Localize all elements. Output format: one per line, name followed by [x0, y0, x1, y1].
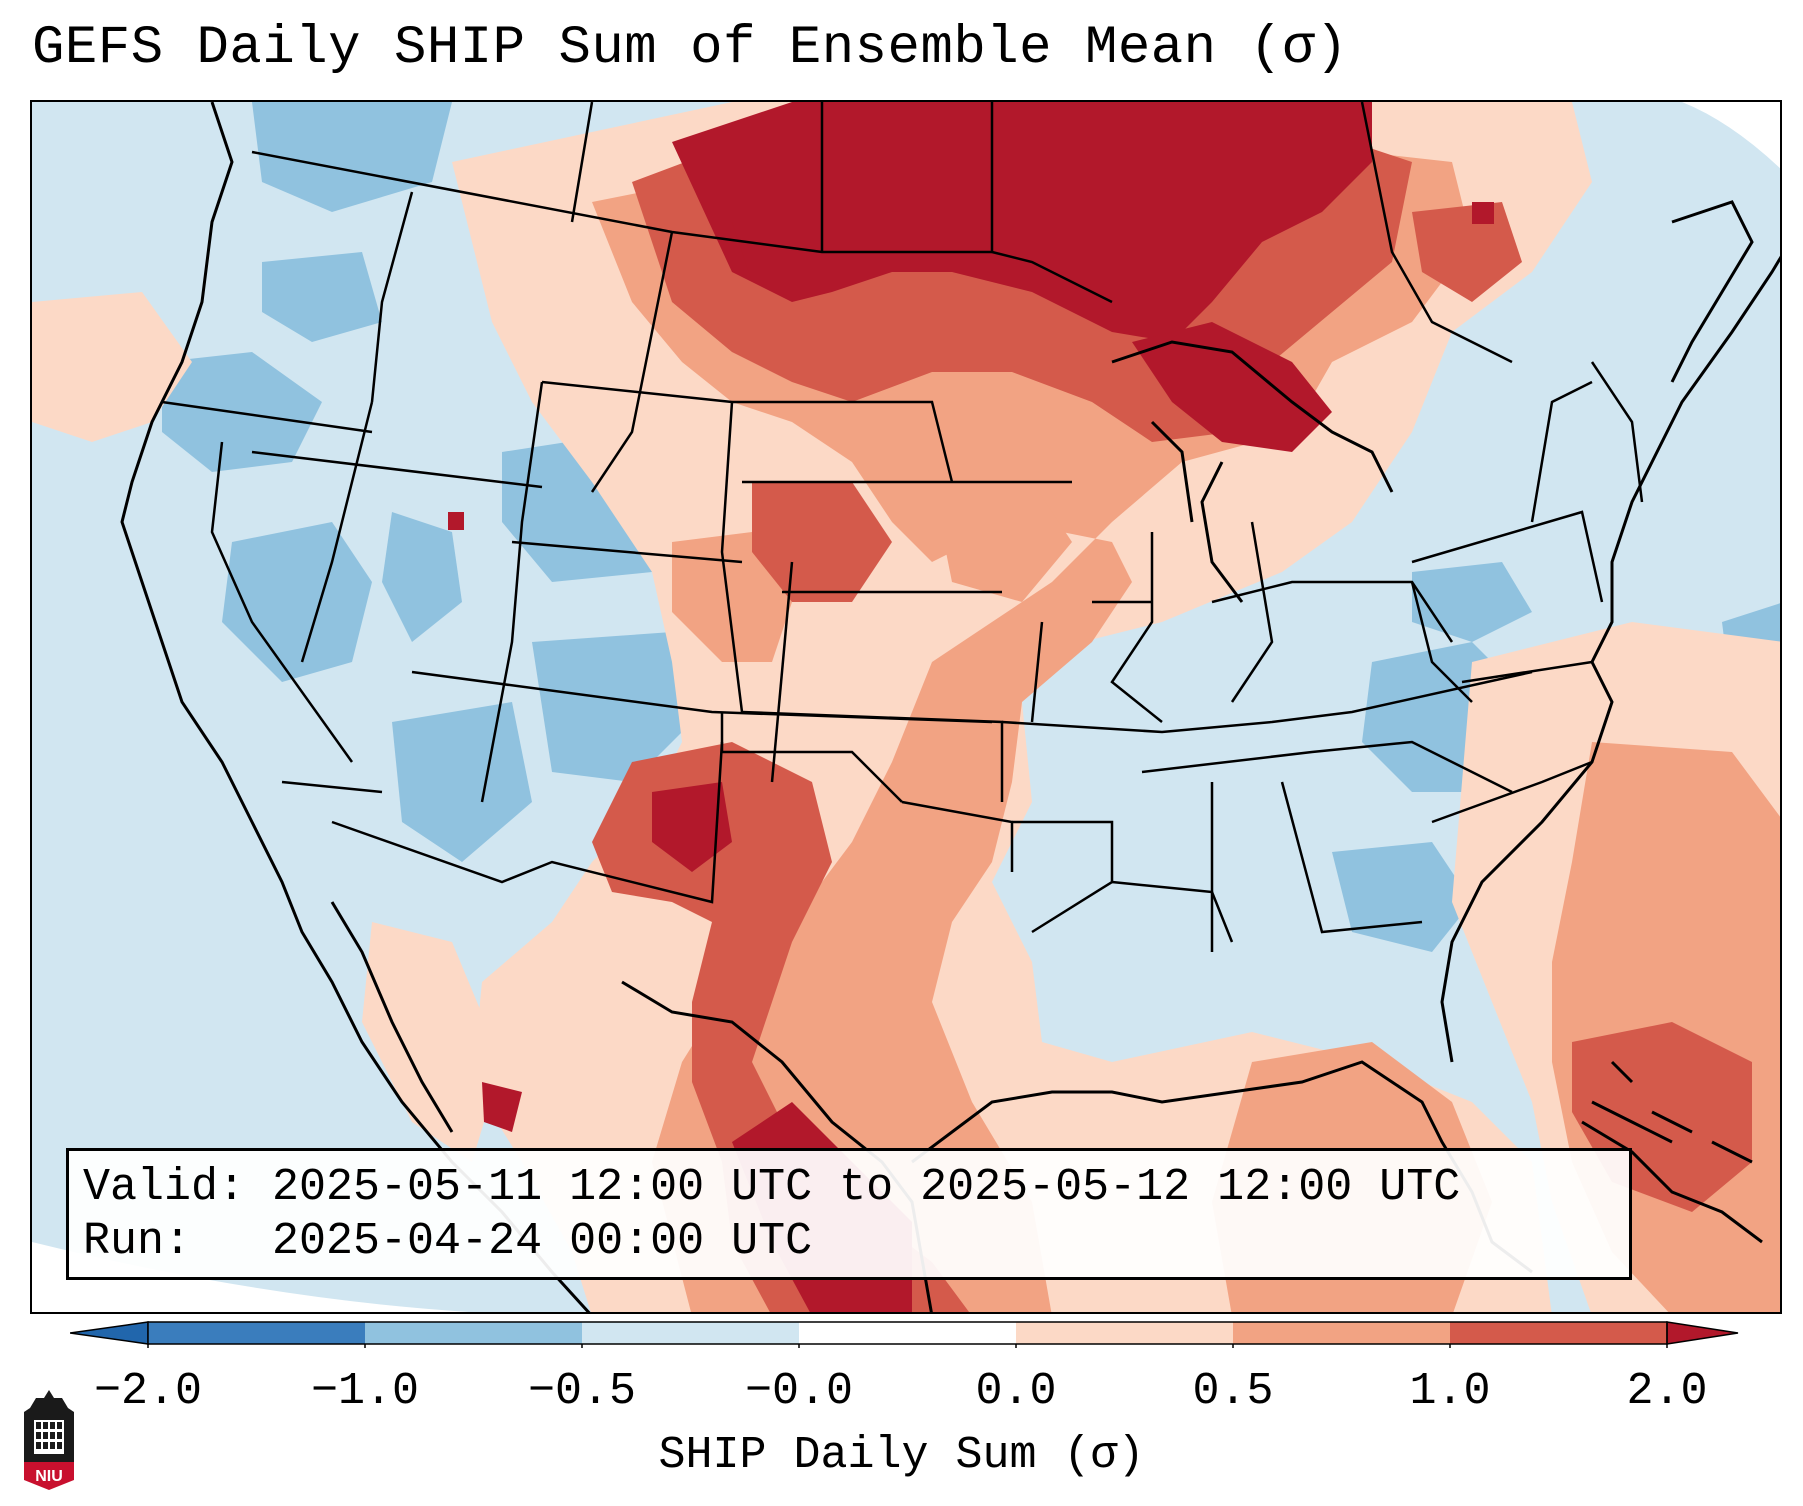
colorbar-tick-label: 0.5	[1192, 1366, 1274, 1417]
shaded-field-map	[32, 102, 1780, 1312]
colorbar-tick-label: −0.0	[744, 1366, 854, 1417]
state-borders	[161, 102, 1644, 952]
run-time-line: Run: 2025-04-24 00:00 UTC	[83, 1216, 813, 1267]
colorbar-tick-label: −0.5	[527, 1366, 637, 1417]
colorbar-tick-label: 1.0	[1409, 1366, 1491, 1417]
validity-info-box: Valid: 2025-05-11 12:00 UTC to 2025-05-1…	[66, 1148, 1632, 1280]
colorbar-segment-1	[148, 1322, 365, 1344]
colorbar-tick-label: 2.0	[1626, 1366, 1708, 1417]
colorbar-segment-5	[1016, 1322, 1233, 1344]
colorbar-extend-low	[70, 1321, 149, 1345]
outside-domain-southwest	[32, 1242, 470, 1312]
colorbar-ticks	[147, 1344, 1668, 1348]
colorbar-label: SHIP Daily Sum (σ)	[658, 1430, 1145, 1481]
svg-text:NIU: NIU	[35, 1468, 63, 1485]
colorbar-segment-3	[582, 1322, 799, 1344]
niu-logo: NIU	[24, 1390, 74, 1490]
valid-time-line: Valid: 2025-05-11 12:00 UTC to 2025-05-1…	[83, 1162, 1461, 1213]
colorbar-segment-2	[365, 1322, 582, 1344]
map-panel	[30, 100, 1782, 1314]
colorbar-tick-label: 0.0	[975, 1366, 1057, 1417]
colorbar-segment-6	[1233, 1322, 1450, 1344]
map-title: GEFS Daily SHIP Sum of Ensemble Mean (σ)	[32, 18, 1349, 79]
colorbar-segment-7	[1450, 1322, 1667, 1344]
outside-domain-northeast	[1682, 102, 1780, 169]
colorbar-tick-label: −1.0	[310, 1366, 420, 1417]
colorbar-outline	[147, 1321, 1668, 1345]
colorbar-segment-4	[799, 1322, 1016, 1344]
colorbar-tick-label: −2.0	[93, 1366, 203, 1417]
caribbean-islands	[1591, 1060, 1753, 1164]
colorbar-extend-high	[1666, 1321, 1739, 1345]
colorbar	[70, 1321, 1739, 1348]
